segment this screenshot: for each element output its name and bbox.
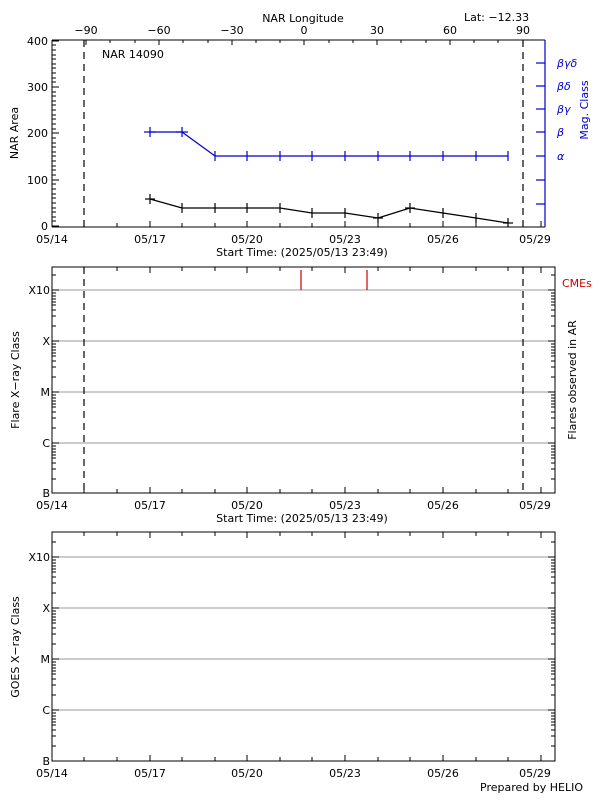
lon-tick-label: −30 [220,24,243,37]
area-ylabel: NAR Area [8,107,21,159]
x-tick-label: 05/26 [427,767,459,780]
lon-tick-label: −60 [147,24,170,37]
y-tick-label: X [42,335,50,348]
y-tick-label: 100 [27,174,48,187]
y-tick-label: 200 [27,127,48,140]
latitude-label: Lat: −12.33 [464,11,529,24]
y-tick-label: B [42,487,50,500]
x-tick-label: 05/20 [231,767,263,780]
x-tick-label: 05/23 [329,499,361,512]
lon-tick-label: 30 [370,24,384,37]
mag-class-tick: β [556,126,564,139]
lon-tick-label: 0 [301,24,308,37]
mag-class-ylabel: Mag. Class [578,80,591,139]
x-tick-label: 05/23 [329,233,361,246]
x-tick-label: 05/17 [134,233,166,246]
y-tick-label: B [42,755,50,768]
prepared-by-credit: Prepared by HELIO [480,781,583,794]
y-tick-label: 400 [27,35,48,48]
x-tick-label: 05/26 [427,233,459,246]
y-tick-label: M [41,386,51,399]
x-tick-label: 05/17 [134,767,166,780]
y-tick-label: X10 [28,551,50,564]
x-tick-label: 05/23 [329,767,361,780]
start-time-label: Start Time: (2025/05/13 23:49) [216,246,388,259]
x-tick-label: 05/14 [36,233,68,246]
y-tick-label: C [42,704,50,717]
y-tick-label: M [41,653,51,666]
lon-tick-label: −90 [74,24,97,37]
flares-right-label: Flares observed in AR [566,320,579,440]
x-tick-label: 05/14 [36,767,68,780]
x-tick-label: 05/20 [231,499,263,512]
flares-ylabel: Flare X−ray Class [9,331,22,429]
y-tick-label: X [42,602,50,615]
mag-class-tick: βγδ [556,57,578,70]
x-tick-label: 05/29 [519,499,551,512]
flares-panel: X10 X M C B Flare X−ray Class Flares obs… [9,266,592,525]
y-tick-label: X10 [28,284,50,297]
goes-ylabel: GOES X−ray Class [9,596,22,698]
longitude-axis-label: NAR Longitude [262,12,344,25]
x-tick-label: 05/14 [36,499,68,512]
goes-panel: X10 X M C B GOES X−ray Class 05/14 05/17… [9,531,583,794]
area-series [145,194,513,227]
lon-tick-label: 90 [516,24,530,37]
x-tick-label: 05/20 [231,233,263,246]
area-panel: Lat: −12.33 NAR Longitude −90 −60 −30 0 … [8,11,591,259]
x-tick-label: 05/17 [134,499,166,512]
mag-class-tick: α [557,150,565,163]
x-tick-label: 05/29 [519,767,551,780]
x-tick-label: 05/26 [427,499,459,512]
mag-class-tick: βδ [556,80,571,93]
cme-label: CMEs [562,277,592,290]
mag-class-tick: βγ [556,103,571,116]
y-tick-label: 300 [27,81,48,94]
x-tick-label: 05/29 [519,233,551,246]
mag-class-series [144,127,509,161]
y-tick-label: 0 [41,220,48,233]
region-title: NAR 14090 [102,48,164,61]
start-time-label: Start Time: (2025/05/13 23:49) [216,512,388,525]
lon-tick-label: 60 [443,24,457,37]
y-tick-label: C [42,437,50,450]
